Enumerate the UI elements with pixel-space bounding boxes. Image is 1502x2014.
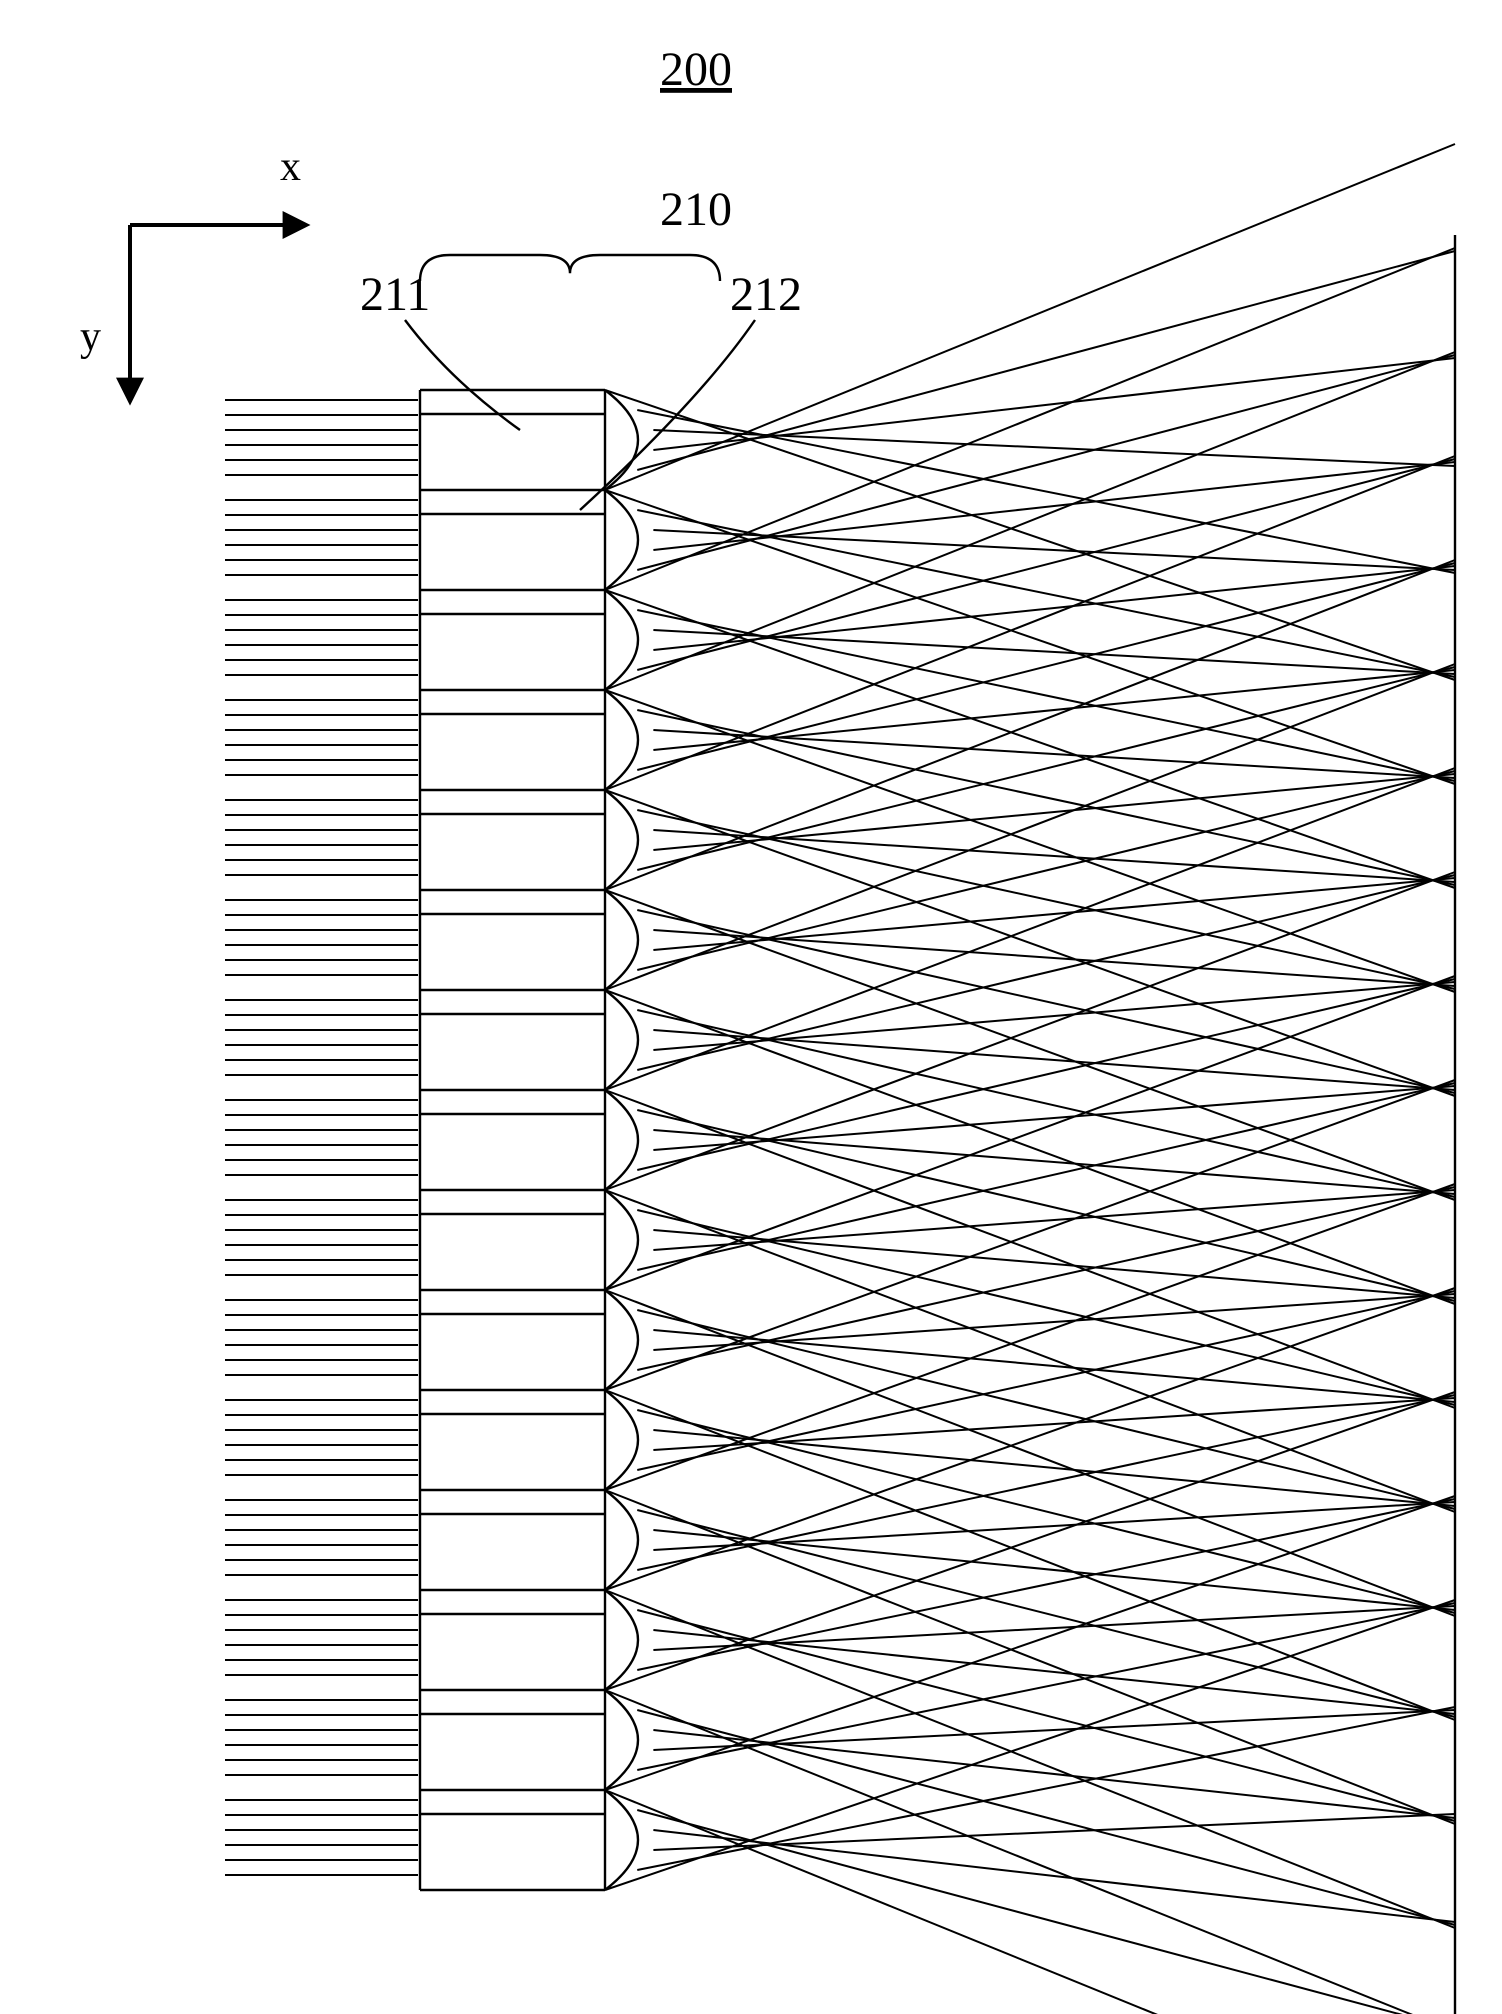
axis-x-label: x [280, 144, 301, 190]
axis-y-label: y [80, 314, 101, 360]
label-210: 210 [660, 183, 732, 236]
label-200: 200 [660, 43, 732, 96]
input-rays [225, 400, 418, 1875]
label-212: 212 [730, 268, 802, 321]
brace-210 [420, 255, 720, 281]
lens-array [420, 390, 638, 1890]
output-rays [605, 144, 1455, 2014]
leader-212 [580, 320, 755, 510]
figure-svg: 200210211212xy [0, 0, 1502, 2014]
